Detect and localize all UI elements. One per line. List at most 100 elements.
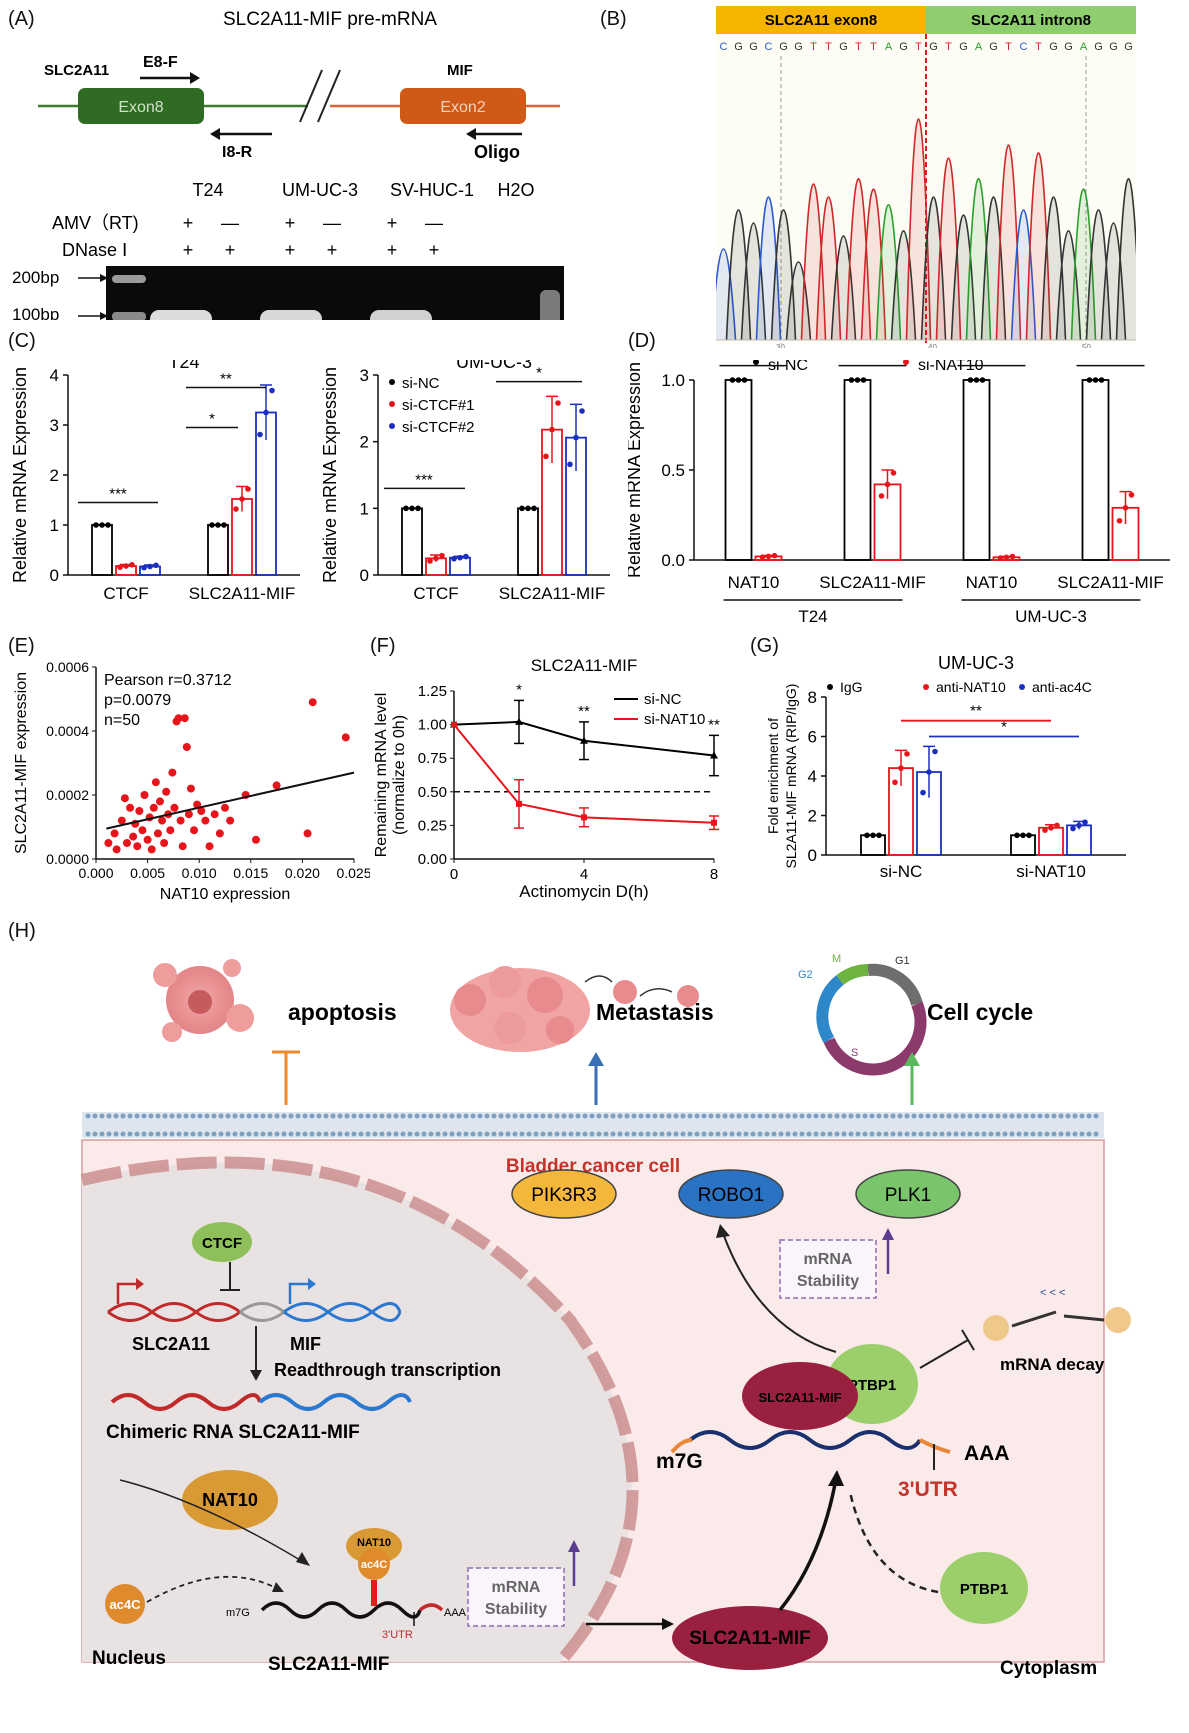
chart-e: 0.0000 0.0002 0.0004 0.0006 0.000 0.005 0.010 0… <box>13 659 370 903</box>
data-dot <box>439 552 445 559</box>
y-tick-label: 0.50 <box>418 784 447 801</box>
y-tick-label: 8 <box>808 688 817 707</box>
ctcf-label: CTCF <box>202 1235 242 1252</box>
chart-f: SLC2A11-MIF 0.00 0.25 0.50 0.75 1.00 1.25 0 4 8 Ac… <box>373 656 720 901</box>
data-dot <box>1122 505 1129 511</box>
x-tick-label: 0.015 <box>233 865 268 881</box>
data-dot <box>531 505 537 512</box>
data-dot <box>864 832 870 839</box>
line-marker <box>580 736 588 744</box>
legend-marker <box>827 684 833 690</box>
y-axis-label: Relative mRNA Expression <box>628 362 644 578</box>
marker-200bp: 200bp <box>12 268 59 287</box>
sig-label: * <box>209 411 215 428</box>
data-dot <box>433 555 439 562</box>
complex-label: SLC2A11-MIF <box>758 1390 841 1405</box>
base-letter: G <box>1094 41 1103 53</box>
base-letter: T <box>1005 41 1012 53</box>
dna-helix <box>107 1302 402 1322</box>
ac4c-label: ac4C <box>109 1597 141 1612</box>
panel-h-model: apoptosis Metastasis G1 S G2 M Cell cycl… <box>80 953 1131 1679</box>
stability-nucleus-line2: Stability <box>485 1601 547 1618</box>
bar <box>724 379 753 561</box>
data-dot <box>579 408 585 414</box>
sig-label: *** <box>109 486 127 503</box>
scatter-point <box>104 839 113 847</box>
exon8-label: Exon8 <box>118 99 163 116</box>
y-tick-label: 0.75 <box>418 750 447 767</box>
data-dot <box>1076 822 1082 829</box>
m7g-small-label: m7G <box>226 1607 250 1619</box>
y-tick-label: 0.0006 <box>46 659 89 675</box>
category-label: NAT10 <box>966 573 1018 592</box>
gene-slc2a11: SLC2A11 <box>44 62 109 79</box>
stat-r: Pearson r=0.3712 <box>104 672 232 689</box>
ac4c-small-label: ac4C <box>361 1559 387 1571</box>
data-dot <box>519 505 525 512</box>
data-dot <box>765 553 772 560</box>
data-dot <box>1042 827 1048 833</box>
data-dot <box>1048 824 1054 831</box>
data-dot <box>209 522 215 528</box>
data-dot <box>93 522 99 528</box>
ruler-30: 30 <box>776 343 785 348</box>
data-dot <box>263 409 269 416</box>
panel-label-f: (F) <box>370 635 396 657</box>
target-robo1 <box>678 1169 784 1219</box>
bar <box>91 524 113 576</box>
y-tick-label: 4 <box>808 767 817 786</box>
data-dot <box>257 431 263 438</box>
peak-trace <box>950 214 977 341</box>
scatter-point <box>190 826 199 835</box>
aaa-small-label: AAA <box>444 1607 467 1619</box>
bar <box>401 507 423 576</box>
sig-label: * <box>516 681 522 698</box>
ptbp1-label: PTBP1 <box>848 1377 896 1394</box>
scatter-point <box>140 791 149 799</box>
base-letter: T <box>825 41 832 53</box>
target-robo1-label: ROBO1 <box>698 1185 765 1206</box>
exon2-box <box>400 88 526 124</box>
y-tick-label: 1.00 <box>418 717 447 734</box>
legend-label: anti-NAT10 <box>936 679 1006 695</box>
scatter-point <box>272 781 281 790</box>
chart-c-t24: T24 0 1 2 3 4 Relative mRNA Expression CTCF SLC2… <box>10 360 300 603</box>
scatter-point <box>133 842 142 851</box>
sig-label: ** <box>220 371 232 388</box>
y-tick-label: 2 <box>50 466 59 485</box>
scatter-point <box>186 784 195 793</box>
chimeric-rna-red <box>110 1393 262 1411</box>
x-tick-label: 8 <box>710 866 718 883</box>
data-dot <box>1092 377 1099 383</box>
y-tick-label: 1.0 <box>661 371 685 390</box>
target-pik3r3 <box>511 1169 617 1219</box>
category-label: SLC2A11-MIF <box>499 584 605 603</box>
data-dot <box>1082 819 1088 826</box>
bar <box>860 834 886 856</box>
data-dot <box>1128 492 1135 498</box>
category-label: CTCF <box>413 584 458 603</box>
data-dot <box>926 769 932 775</box>
base-letter: G <box>839 41 848 53</box>
base-letter: G <box>899 41 908 53</box>
category-label: si-NAT10 <box>1016 862 1086 881</box>
data-dot <box>1054 822 1060 829</box>
bar <box>207 524 229 576</box>
y-tick-label: 4 <box>50 366 59 385</box>
peak-fill <box>716 249 736 340</box>
sig-label: *** <box>864 360 882 366</box>
category-label: SLC2A11-MIF <box>189 584 295 603</box>
chart-title: UM-UC-3 <box>456 360 532 372</box>
panel-a-title: SLC2A11-MIF pre-mRNA <box>223 9 437 30</box>
sig-label: * <box>536 365 542 382</box>
peak-trace <box>875 204 902 341</box>
sig-label: *** <box>745 360 763 366</box>
line-marker <box>451 721 457 728</box>
y-axis-label: Remaining mRNA level <box>373 693 390 858</box>
apoptosis-cell-icon <box>153 959 254 1042</box>
data-dot <box>117 564 123 570</box>
lane-t24: T24 <box>192 180 223 200</box>
data-dot <box>567 461 573 468</box>
y-axis-label: Relative mRNA Expression <box>320 367 340 583</box>
x-tick-label: 0 <box>450 866 458 883</box>
